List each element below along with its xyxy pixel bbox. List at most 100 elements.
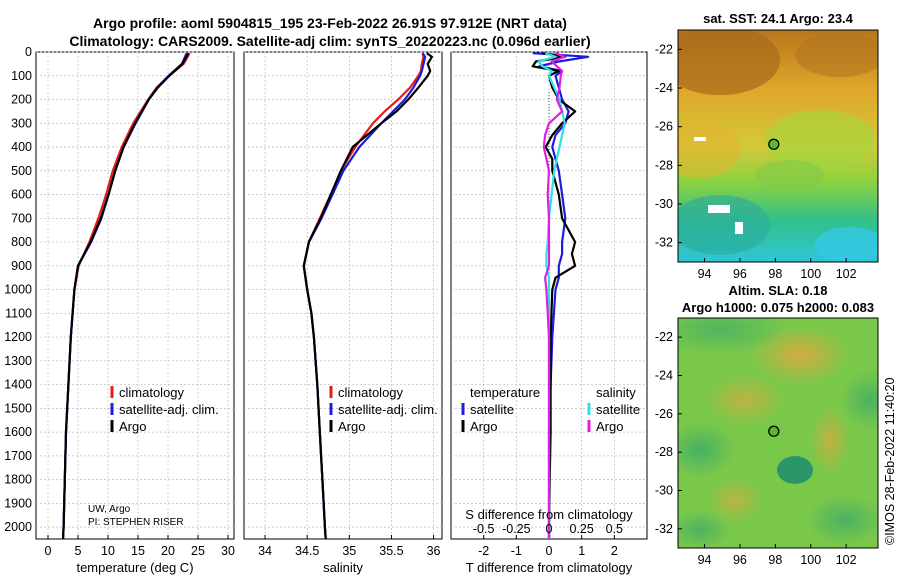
- lon-tick-label: 98: [768, 553, 782, 567]
- x-tick-label: 30: [221, 544, 235, 558]
- difference-series: [531, 52, 590, 539]
- imos-watermark: ©IMOS 28-Feb-2022 11:40:20: [883, 378, 897, 545]
- salinity-series: [302, 52, 433, 540]
- legend-salinity-title: salinity: [596, 385, 636, 400]
- temperature-xlabel: temperature (deg C): [76, 560, 193, 575]
- lat-tick-label: -32: [655, 522, 673, 536]
- lon-tick-label: 100: [800, 267, 821, 281]
- sla-map-title-2: Argo h1000: 0.075 h2000: 0.083: [682, 300, 874, 315]
- pi-annotation: PI: STEPHEN RISER: [88, 517, 184, 528]
- y-tick-label: 1600: [4, 425, 32, 439]
- x-tick-label: 5: [75, 544, 82, 558]
- series-line-argo: [302, 52, 433, 540]
- lat-tick-label: -30: [655, 197, 673, 211]
- x-tick-label: 1: [578, 544, 585, 558]
- legend-climatology: climatology: [119, 385, 185, 400]
- title-line-2: Climatology: CARS2009. Satellite-adj cli…: [69, 33, 590, 49]
- x-tick-label: -2: [478, 544, 489, 558]
- legend-satellite: satellite-adj. clim.: [119, 402, 219, 417]
- legend-s-argo: Argo: [596, 419, 623, 434]
- y-tick-label: 1500: [4, 401, 32, 415]
- argo-position-marker: [768, 138, 780, 150]
- sla-map-ticks: 94 96 98 100 102 -22 -24 -26 -28 -30 -32: [655, 330, 857, 567]
- temperature-grid: [36, 51, 234, 539]
- x-tick-label: 20: [161, 544, 175, 558]
- lat-tick-label: -30: [655, 484, 673, 498]
- sst-map-frame: [677, 29, 879, 263]
- y-tick-label: 1900: [4, 496, 32, 510]
- y-tick-label: 100: [11, 69, 32, 83]
- sla-map-frame: [677, 317, 879, 549]
- argo-position-marker: [768, 425, 780, 437]
- series-line-salinity-argo: [542, 52, 566, 539]
- y-tick-label: 700: [11, 211, 32, 225]
- lat-tick-label: -26: [655, 407, 673, 421]
- lat-tick-label: -24: [655, 81, 673, 95]
- x-tick-label: 10: [101, 544, 115, 558]
- lon-tick-label: 94: [698, 267, 712, 281]
- y-tick-label: 500: [11, 164, 32, 178]
- lat-tick-label: -22: [655, 42, 673, 56]
- title-line-1: Argo profile: aoml 5904815_195 23-Feb-20…: [93, 15, 567, 31]
- y-tick-label: 1400: [4, 378, 32, 392]
- lat-tick-label: -24: [655, 369, 673, 383]
- s-tick-label: -0.25: [502, 522, 531, 536]
- salinity-axes: [243, 51, 443, 540]
- y-tick-label: 1300: [4, 354, 32, 368]
- tick-labels: 0 5 10 15 20 25 300100200300400500600700800900…: [4, 45, 623, 558]
- t-difference-xlabel: T difference from climatology: [466, 560, 633, 575]
- lon-tick-label: 102: [836, 267, 857, 281]
- x-tick-label: 36: [427, 544, 441, 558]
- x-tick-label: -1: [511, 544, 522, 558]
- x-tick-label: 35.5: [379, 544, 403, 558]
- lat-tick-label: -28: [655, 158, 673, 172]
- sla-map-title-1: Altim. SLA: 0.18: [729, 283, 828, 298]
- legend-climatology: climatology: [338, 385, 404, 400]
- temperature-axes: [35, 51, 235, 540]
- series-line-temperature-argo: [531, 52, 577, 539]
- lon-tick-label: 102: [836, 553, 857, 567]
- s-tick-label: 0.25: [569, 522, 593, 536]
- series-line-climatology: [61, 52, 191, 540]
- y-tick-label: 1100: [5, 306, 32, 320]
- y-tick-label: 300: [11, 116, 32, 130]
- salinity-legend: climatology satellite-adj. clim. Argo: [329, 385, 438, 434]
- x-tick-label: 35: [342, 544, 356, 558]
- legend-argo: Argo: [119, 419, 146, 434]
- lat-tick-label: -22: [655, 330, 673, 344]
- y-tick-label: 200: [11, 93, 32, 107]
- x-tick-label: 25: [191, 544, 205, 558]
- y-tick-label: 1700: [4, 449, 32, 463]
- s-tick-label: 0: [546, 522, 553, 536]
- legend-argo: Argo: [338, 419, 365, 434]
- legend-s-satellite: satellite: [596, 402, 640, 417]
- y-tick-label: 1800: [4, 473, 32, 487]
- lon-tick-label: 94: [698, 553, 712, 567]
- legend-temperature-title: temperature: [470, 385, 540, 400]
- lon-tick-label: 100: [800, 553, 821, 567]
- lon-tick-label: 96: [733, 267, 747, 281]
- y-tick-label: 2000: [4, 520, 32, 534]
- lat-tick-label: -28: [655, 445, 673, 459]
- s-tick-label: -0.5: [473, 522, 495, 536]
- temperature-legend: climatology satellite-adj. clim. Argo: [110, 385, 219, 434]
- legend-satellite: satellite-adj. clim.: [338, 402, 438, 417]
- y-tick-label: 600: [11, 188, 32, 202]
- source-annotation: UW, Argo: [88, 504, 131, 515]
- y-tick-label: 1000: [4, 283, 32, 297]
- legend-t-satellite: satellite: [470, 402, 514, 417]
- x-tick-label: 15: [131, 544, 145, 558]
- difference-legend: temperature satellite Argo salinity sate…: [461, 385, 640, 434]
- x-tick-label: 0: [546, 544, 553, 558]
- sst-map-title: sat. SST: 24.1 Argo: 23.4: [703, 11, 854, 26]
- legend-t-argo: Argo: [470, 419, 497, 434]
- sst-map-ticks: 94 96 98 100 102 -22 -24 -26 -28 -30 -32: [655, 42, 857, 281]
- x-tick-label: 2: [611, 544, 618, 558]
- salinity-xlabel: salinity: [323, 560, 363, 575]
- x-tick-label: 34.5: [295, 544, 319, 558]
- salinity-grid: [244, 51, 442, 539]
- y-tick-label: 400: [11, 140, 32, 154]
- x-tick-label: 34: [258, 544, 272, 558]
- lat-tick-label: -32: [655, 236, 673, 250]
